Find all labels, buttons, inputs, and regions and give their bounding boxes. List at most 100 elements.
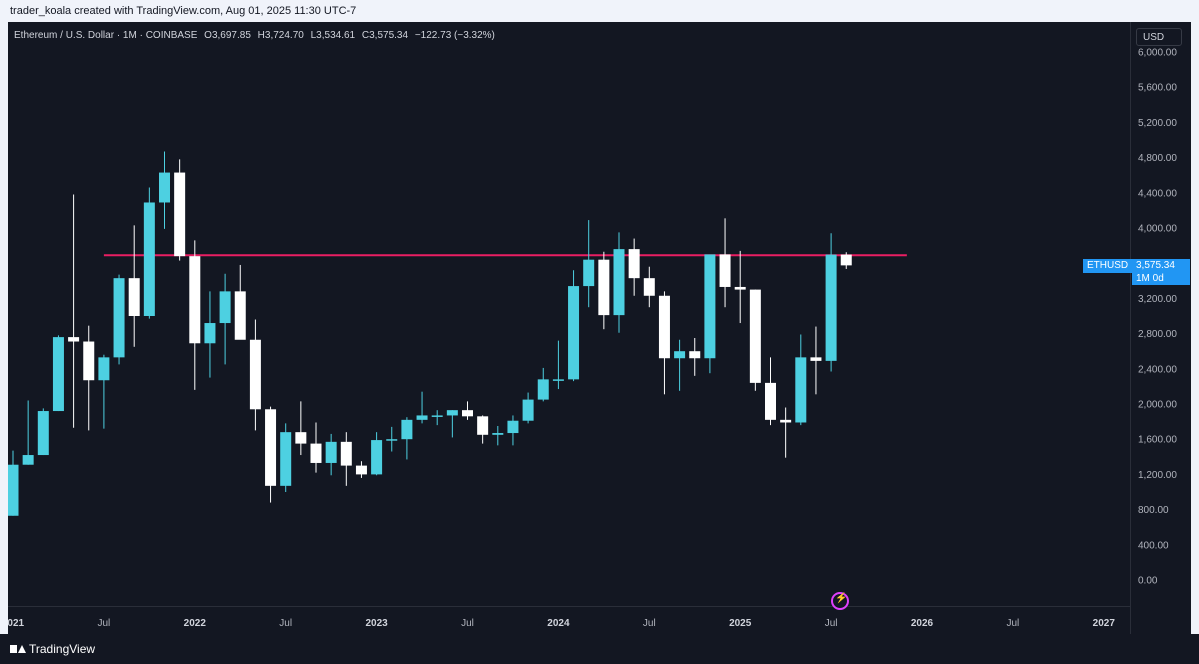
candle-body xyxy=(462,410,473,417)
candle-body xyxy=(128,278,140,316)
candle-body xyxy=(734,286,746,290)
y-tick-label: 4,800.00 xyxy=(1138,153,1177,164)
candle-body xyxy=(583,259,595,287)
candle-body xyxy=(507,420,519,434)
x-tick-label: 2021 xyxy=(8,618,25,629)
candle-body xyxy=(552,379,564,381)
chart-pane[interactable]: 6,000.00 5,600.00 5,200.00 4,800.00 4,400.00… xyxy=(8,22,1191,634)
candle-body xyxy=(810,357,822,361)
candle-body xyxy=(704,254,716,359)
x-tick-label: 2023 xyxy=(365,618,388,629)
candle-body xyxy=(840,254,852,266)
candle-body xyxy=(537,379,549,400)
x-tick-label: Jul xyxy=(825,618,838,629)
time-axis[interactable] xyxy=(8,606,1130,634)
candle-body xyxy=(780,419,792,423)
x-tick-label: Jul xyxy=(1007,618,1020,629)
legend-high: H3,724.70 xyxy=(257,30,304,41)
candle-body xyxy=(689,351,701,359)
ohlc-legend: Ethereum / U.S. Dollar · 1M · COINBASE O… xyxy=(14,30,495,41)
y-tick-label: 2,400.00 xyxy=(1138,364,1177,375)
candle-body xyxy=(416,415,428,420)
last-price-label: 3,575.34 1M 0d xyxy=(1132,259,1190,285)
currency-button[interactable]: USD xyxy=(1136,28,1182,46)
lightning-icon[interactable] xyxy=(831,592,849,610)
candle-body xyxy=(83,341,95,381)
candle-body xyxy=(280,432,292,486)
candle-body xyxy=(431,415,443,417)
candle-body xyxy=(749,289,761,383)
candle-body xyxy=(658,295,670,359)
y-tick-label: 3,200.00 xyxy=(1138,294,1177,305)
y-tick-label: 2,800.00 xyxy=(1138,329,1177,340)
y-tick-label: 4,000.00 xyxy=(1138,224,1177,235)
candle-body xyxy=(310,443,322,463)
candle-body xyxy=(568,286,580,380)
y-tick-label: 0.00 xyxy=(1138,576,1158,587)
candle-body xyxy=(174,172,186,257)
candle-body xyxy=(68,337,80,342)
candle-body xyxy=(674,351,686,359)
y-tick-label: 4,400.00 xyxy=(1138,188,1177,199)
candle-body xyxy=(22,455,34,465)
x-tick-label: Jul xyxy=(98,618,111,629)
candle-body xyxy=(189,256,201,344)
x-tick-label: 2024 xyxy=(547,618,570,629)
price-axis[interactable] xyxy=(1130,22,1191,634)
y-tick-label: 5,600.00 xyxy=(1138,83,1177,94)
candle-body xyxy=(371,440,383,475)
candle-body xyxy=(234,291,246,340)
candle-body xyxy=(613,249,625,316)
y-tick-label: 1,600.00 xyxy=(1138,435,1177,446)
y-tick-label: 2,000.00 xyxy=(1138,400,1177,411)
candle-body xyxy=(401,419,413,440)
candle-body xyxy=(295,432,307,444)
candle-body xyxy=(52,337,64,412)
candle-body xyxy=(598,259,610,316)
candle-body xyxy=(765,382,776,420)
candle-body xyxy=(143,202,155,316)
candle-body xyxy=(477,416,489,435)
credit-text: trader_koala created with TradingView.co… xyxy=(10,5,357,17)
tradingview-logo-icon xyxy=(10,644,26,654)
footer-bar: TradingView xyxy=(0,634,1199,664)
candle-body xyxy=(98,357,110,381)
candle-body xyxy=(355,465,367,475)
candle-body xyxy=(825,254,837,361)
brand-label: TradingView xyxy=(29,642,96,656)
candle-body xyxy=(492,433,504,435)
candle-body xyxy=(325,441,337,463)
x-tick-label: 2025 xyxy=(729,618,752,629)
bar-countdown: 1M 0d xyxy=(1136,273,1164,284)
y-tick-label: 5,200.00 xyxy=(1138,118,1177,129)
candle-body xyxy=(719,254,731,287)
symbol-price-tag: ETHUSD xyxy=(1083,259,1133,273)
candle-body xyxy=(522,399,534,421)
x-tick-label: Jul xyxy=(461,618,474,629)
legend-open: O3,697.85 xyxy=(204,30,251,41)
credit-bar: trader_koala created with TradingView.co… xyxy=(0,0,1199,22)
x-tick-label: Jul xyxy=(643,618,656,629)
legend-change: −122.73 (−3.32%) xyxy=(414,30,495,41)
candle-body xyxy=(795,357,807,423)
x-tick-label: 2027 xyxy=(1093,618,1116,629)
y-tick-label: 6,000.00 xyxy=(1138,48,1177,59)
last-price-value: 3,575.34 xyxy=(1136,260,1175,271)
candle-body xyxy=(386,439,398,441)
candle-body xyxy=(8,464,19,516)
tradingview-brand[interactable]: TradingView xyxy=(10,642,95,656)
candle-body xyxy=(446,410,458,416)
y-tick-label: 1,200.00 xyxy=(1138,470,1177,481)
legend-close: C3,575.34 xyxy=(361,30,409,41)
symbol-description[interactable]: Ethereum / U.S. Dollar · 1M · COINBASE xyxy=(14,30,198,41)
candle-body xyxy=(340,441,352,466)
x-tick-label: 2026 xyxy=(911,618,934,629)
candle-body xyxy=(204,323,216,344)
candle-body xyxy=(113,278,125,358)
candlestick-chart[interactable]: 6,000.00 5,600.00 5,200.00 4,800.00 4,400.00… xyxy=(8,22,1191,634)
candle-body xyxy=(37,411,49,456)
y-tick-label: 400.00 xyxy=(1138,540,1169,551)
candle-body xyxy=(265,409,277,486)
candle-body xyxy=(628,249,640,279)
candle-body xyxy=(249,339,261,410)
